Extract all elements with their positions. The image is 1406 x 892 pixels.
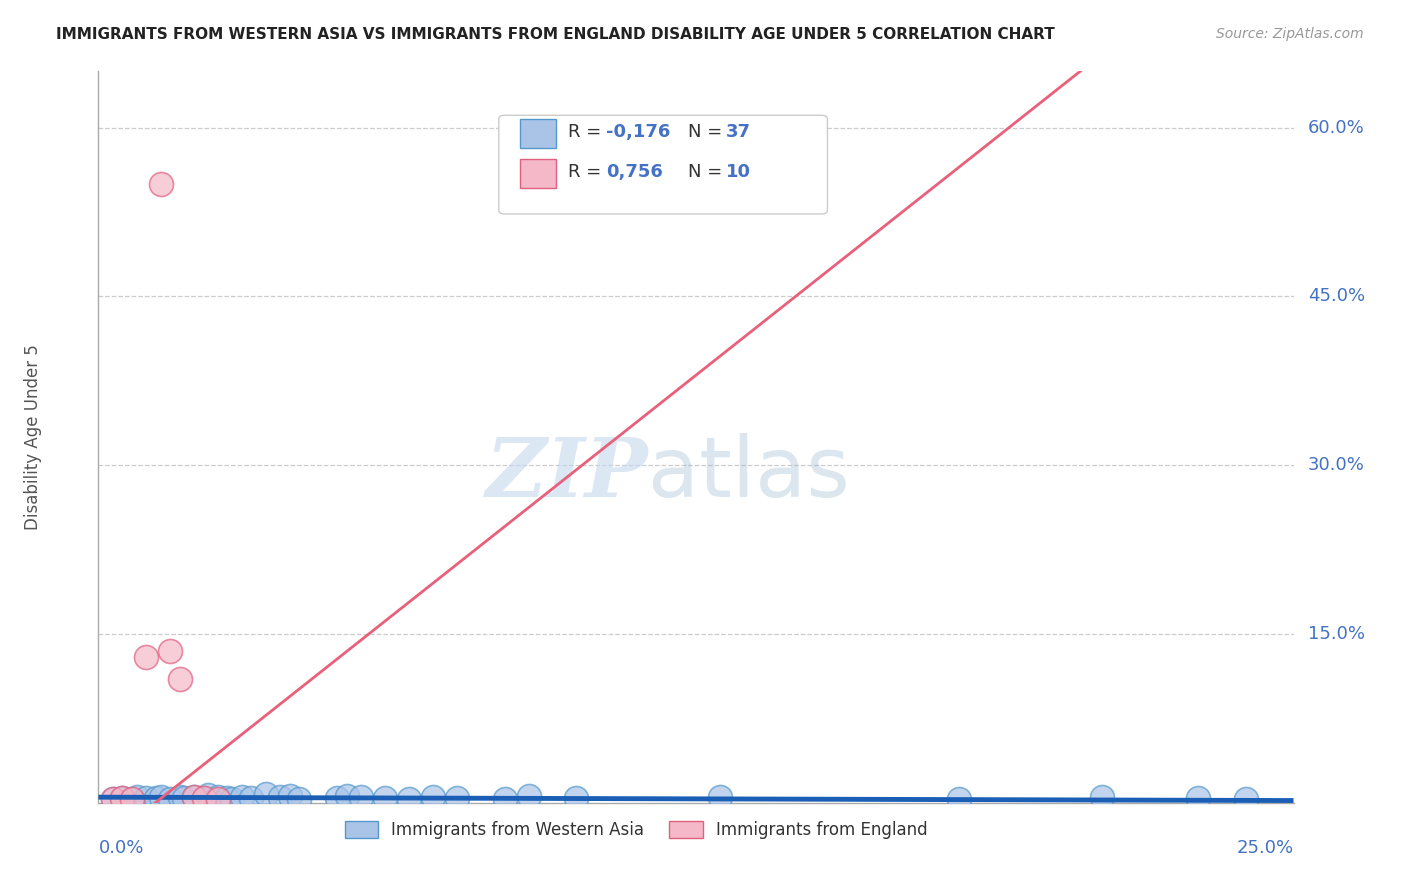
Point (446, 791, 468, 805)
Text: ZIP: ZIP (485, 434, 648, 514)
Point (169, 790, 191, 805)
Point (159, 792, 181, 806)
Text: 15.0%: 15.0% (1308, 625, 1365, 643)
Point (1234, 792, 1257, 806)
Point (231, 790, 253, 805)
Point (517, 789, 540, 803)
Point (135, 791, 157, 805)
Point (374, 791, 396, 805)
Point (207, 792, 229, 806)
Point (111, 791, 134, 805)
Text: N =: N = (688, 163, 727, 181)
Point (278, 789, 301, 803)
FancyBboxPatch shape (499, 115, 827, 214)
Text: 10: 10 (725, 163, 751, 181)
Point (350, 790, 373, 805)
Text: 60.0%: 60.0% (1308, 119, 1365, 136)
FancyBboxPatch shape (520, 159, 557, 188)
Point (565, 791, 588, 805)
Text: IMMIGRANTS FROM WESTERN ASIA VS IMMIGRANTS FROM ENGLAND DISABILITY AGE UNDER 5 C: IMMIGRANTS FROM WESTERN ASIA VS IMMIGRAN… (56, 27, 1054, 42)
Text: 25.0%: 25.0% (1236, 838, 1294, 857)
Text: Disability Age Under 5: Disability Age Under 5 (24, 344, 42, 530)
Text: N =: N = (688, 123, 727, 141)
Point (121, 792, 143, 806)
Point (207, 790, 229, 805)
Text: 0,756: 0,756 (606, 163, 664, 181)
Text: 0.0%: 0.0% (98, 838, 143, 857)
Point (173, 791, 195, 805)
Point (183, 790, 205, 805)
Text: 37: 37 (725, 123, 751, 141)
Point (240, 791, 263, 805)
Point (1187, 791, 1209, 805)
Point (111, 791, 134, 805)
Point (269, 790, 291, 805)
Point (101, 792, 124, 806)
Point (326, 791, 349, 805)
Point (183, 790, 205, 805)
Point (149, 790, 172, 805)
FancyBboxPatch shape (520, 119, 557, 148)
Point (159, 644, 181, 658)
Point (125, 790, 148, 805)
Point (149, 177, 172, 191)
Point (254, 787, 277, 801)
Point (169, 672, 191, 686)
Point (217, 791, 239, 805)
Point (197, 788, 219, 802)
Point (948, 792, 970, 806)
Point (709, 790, 731, 805)
Point (336, 789, 359, 803)
Point (398, 792, 420, 806)
Text: 45.0%: 45.0% (1308, 287, 1365, 305)
Text: R =: R = (568, 163, 607, 181)
Point (221, 792, 243, 806)
Point (193, 791, 215, 805)
Point (193, 791, 215, 805)
Point (135, 649, 157, 664)
Point (1091, 790, 1114, 805)
Point (145, 791, 167, 805)
Point (101, 792, 124, 806)
Text: 30.0%: 30.0% (1308, 456, 1365, 475)
Point (422, 790, 444, 805)
Point (288, 792, 311, 806)
Point (121, 792, 143, 806)
Text: atlas: atlas (648, 434, 849, 514)
Text: R =: R = (568, 123, 607, 141)
Text: Source: ZipAtlas.com: Source: ZipAtlas.com (1216, 27, 1364, 41)
Legend: Immigrants from Western Asia, Immigrants from England: Immigrants from Western Asia, Immigrants… (337, 814, 935, 846)
Text: -0,176: -0,176 (606, 123, 671, 141)
Point (494, 792, 516, 806)
